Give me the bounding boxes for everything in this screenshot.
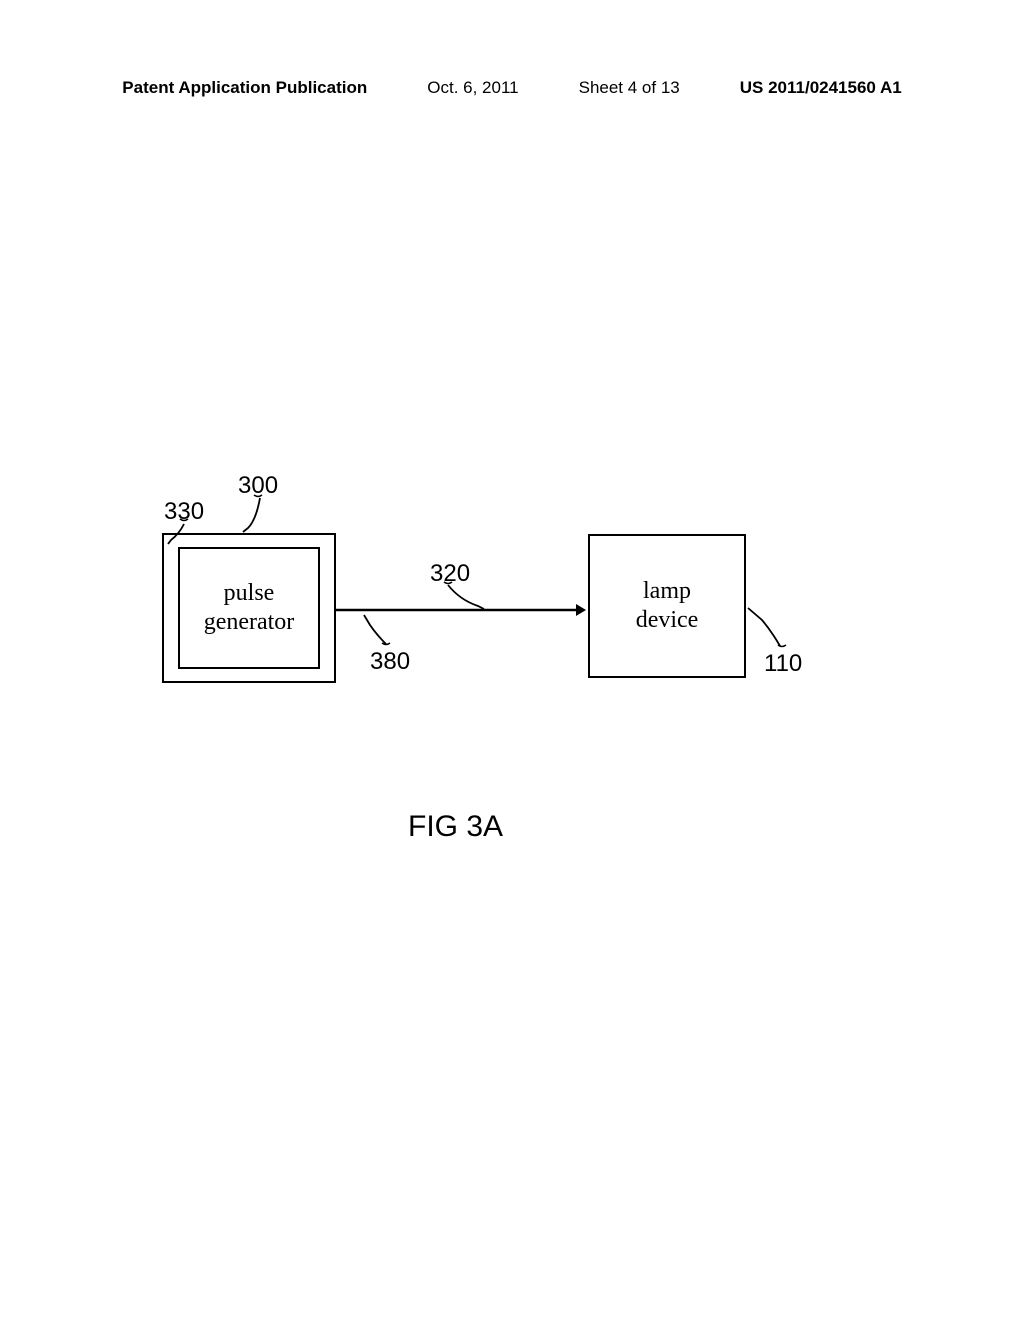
pulse-line1: pulse <box>224 580 275 606</box>
ref-label-110: 110 <box>764 650 802 678</box>
ref-label-300: 300 <box>238 472 278 500</box>
pulse-generator-block: pulse generator <box>178 547 320 669</box>
figure-caption: FIG 3A <box>408 810 503 844</box>
pulse-generator-label: pulse generator <box>204 579 295 637</box>
ref-label-380: 380 <box>370 648 410 676</box>
figure-diagram: pulse generator lamp device 300 330 320 … <box>0 0 1024 1320</box>
lamp-device-label: lamp device <box>636 577 699 635</box>
ref-label-320: 320 <box>430 560 470 588</box>
lamp-line2: device <box>636 607 699 633</box>
ref-label-330: 330 <box>164 498 204 526</box>
pulse-line2: generator <box>204 609 295 635</box>
lamp-device-block: lamp device <box>588 534 746 678</box>
diagram-overlay <box>0 0 1024 1320</box>
lamp-line1: lamp <box>643 578 691 604</box>
